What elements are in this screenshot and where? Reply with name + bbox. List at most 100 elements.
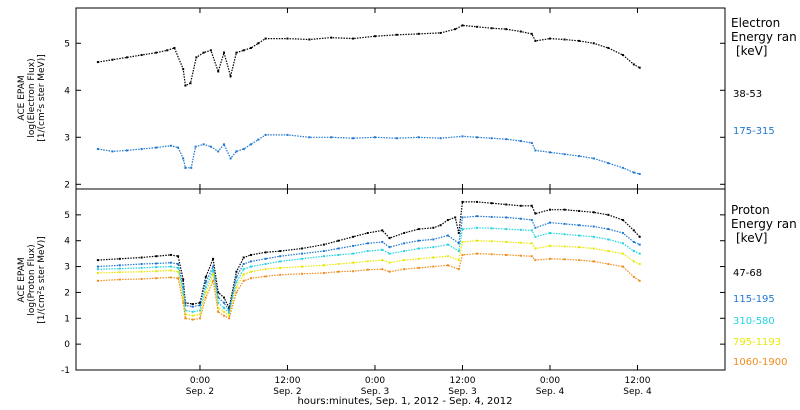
electron-y-ticks: 2 3 4 5 xyxy=(64,39,725,190)
point-3-41 xyxy=(578,246,581,249)
proton-ylabel-line-1: ACE EPAM xyxy=(17,257,27,302)
trace-1 xyxy=(97,215,640,313)
point-1-17 xyxy=(242,148,245,151)
point-0-19 xyxy=(257,42,260,45)
point-2-46 xyxy=(638,252,641,255)
point-0-6 xyxy=(173,46,176,49)
point-3-29 xyxy=(432,256,435,259)
point-0-44 xyxy=(638,66,641,69)
point-0-39 xyxy=(578,39,581,42)
point-1-26 xyxy=(395,137,398,140)
y-tick-label-3: 5 xyxy=(64,39,70,49)
point-2-14 xyxy=(228,312,231,315)
point-0-30 xyxy=(461,24,464,27)
point-1-2 xyxy=(126,149,129,152)
y-tick-label-0: -1 xyxy=(61,366,70,376)
x-tick-date-2: Sep. 3 xyxy=(361,387,389,397)
point-4-5 xyxy=(177,277,180,280)
point-0-19 xyxy=(279,250,282,253)
point-0-17 xyxy=(242,49,245,52)
point-2-41 xyxy=(578,234,581,237)
electron-flux-panel: 2 3 4 5 ACE EPAM log(Electron Flux) [1/(cm²… xyxy=(17,7,797,190)
point-2-28 xyxy=(417,247,420,250)
point-0-13 xyxy=(217,70,220,73)
point-1-30 xyxy=(476,136,479,139)
point-1-35 xyxy=(505,216,508,219)
point-4-7 xyxy=(184,317,187,320)
x-tick-time-0: 0:00 xyxy=(190,376,210,386)
point-1-24 xyxy=(352,137,355,140)
point-2-20 xyxy=(301,257,304,260)
point-3-43 xyxy=(607,250,610,253)
point-4-35 xyxy=(505,253,508,256)
point-0-0 xyxy=(96,61,99,64)
proton-legend: 47-68 115-195 310-580 795-1193 1060-1900 xyxy=(733,268,788,368)
x-tick-date-4: Sep. 4 xyxy=(536,387,565,397)
point-1-25 xyxy=(373,136,376,139)
point-0-11 xyxy=(202,51,205,54)
x-tick-date-5: Sep. 4 xyxy=(623,387,652,397)
y-tick-label-5: 4 xyxy=(64,237,70,247)
point-3-23 xyxy=(352,261,355,264)
point-4-40 xyxy=(563,258,566,261)
y-tick-label-2: 4 xyxy=(64,86,70,96)
trace-1 xyxy=(97,134,640,175)
point-1-23 xyxy=(330,136,333,139)
point-1-4 xyxy=(155,146,158,149)
point-1-6 xyxy=(182,286,185,289)
point-3-3 xyxy=(155,270,158,273)
point-2-5 xyxy=(177,266,180,269)
point-1-5 xyxy=(177,262,180,265)
point-2-30 xyxy=(446,243,449,246)
trace-4 xyxy=(97,252,641,321)
point-1-36 xyxy=(548,151,551,154)
proton-data-points xyxy=(96,200,641,321)
x-tick-time-5: 12:00 xyxy=(625,376,651,386)
legend-entry-38-53: 38-53 xyxy=(733,89,762,100)
legend-entry-115-195: 115-195 xyxy=(733,294,775,305)
point-0-33 xyxy=(505,28,508,31)
y-tick-label-1: 3 xyxy=(64,133,70,143)
point-3-17 xyxy=(250,270,253,273)
point-3-5 xyxy=(177,270,180,273)
legend-entry-1060-1900: 1060-1900 xyxy=(733,357,788,368)
point-2-26 xyxy=(388,252,391,255)
point-4-12 xyxy=(217,310,220,313)
point-2-34 xyxy=(490,227,493,230)
proton-legend-title-line-1: Proton xyxy=(731,203,770,217)
point-0-41 xyxy=(607,46,610,49)
point-2-17 xyxy=(250,265,253,268)
electron-legend-title-line-3: [keV] xyxy=(736,44,767,58)
point-3-33 xyxy=(476,239,479,242)
legend-entry-175-315: 175-315 xyxy=(733,126,775,137)
point-0-29 xyxy=(454,28,457,31)
point-4-39 xyxy=(548,257,551,260)
point-3-0 xyxy=(96,272,99,275)
point-0-25 xyxy=(373,35,376,38)
point-4-26 xyxy=(388,270,391,273)
point-3-35 xyxy=(505,241,508,244)
electron-legend: 38-53 175-315 xyxy=(733,89,775,137)
point-0-28 xyxy=(417,228,420,231)
point-1-6 xyxy=(177,146,180,149)
point-1-13 xyxy=(223,301,226,304)
point-1-45 xyxy=(632,241,635,244)
point-0-46 xyxy=(621,219,624,222)
series-47-68 xyxy=(96,200,641,310)
point-3-12 xyxy=(217,306,220,309)
point-4-28 xyxy=(417,266,420,269)
x-tick-time-1: 12:00 xyxy=(275,376,301,386)
point-4-22 xyxy=(337,270,340,273)
point-2-23 xyxy=(352,252,355,255)
point-0-5 xyxy=(177,255,180,258)
point-2-13 xyxy=(223,306,226,309)
point-0-0 xyxy=(96,259,99,262)
point-1-10 xyxy=(204,281,207,284)
point-0-4 xyxy=(155,51,158,54)
point-3-25 xyxy=(381,259,384,262)
series-1060-1900 xyxy=(96,252,641,321)
point-0-44 xyxy=(592,211,595,214)
point-1-31 xyxy=(457,242,460,245)
point-0-14 xyxy=(228,306,231,309)
